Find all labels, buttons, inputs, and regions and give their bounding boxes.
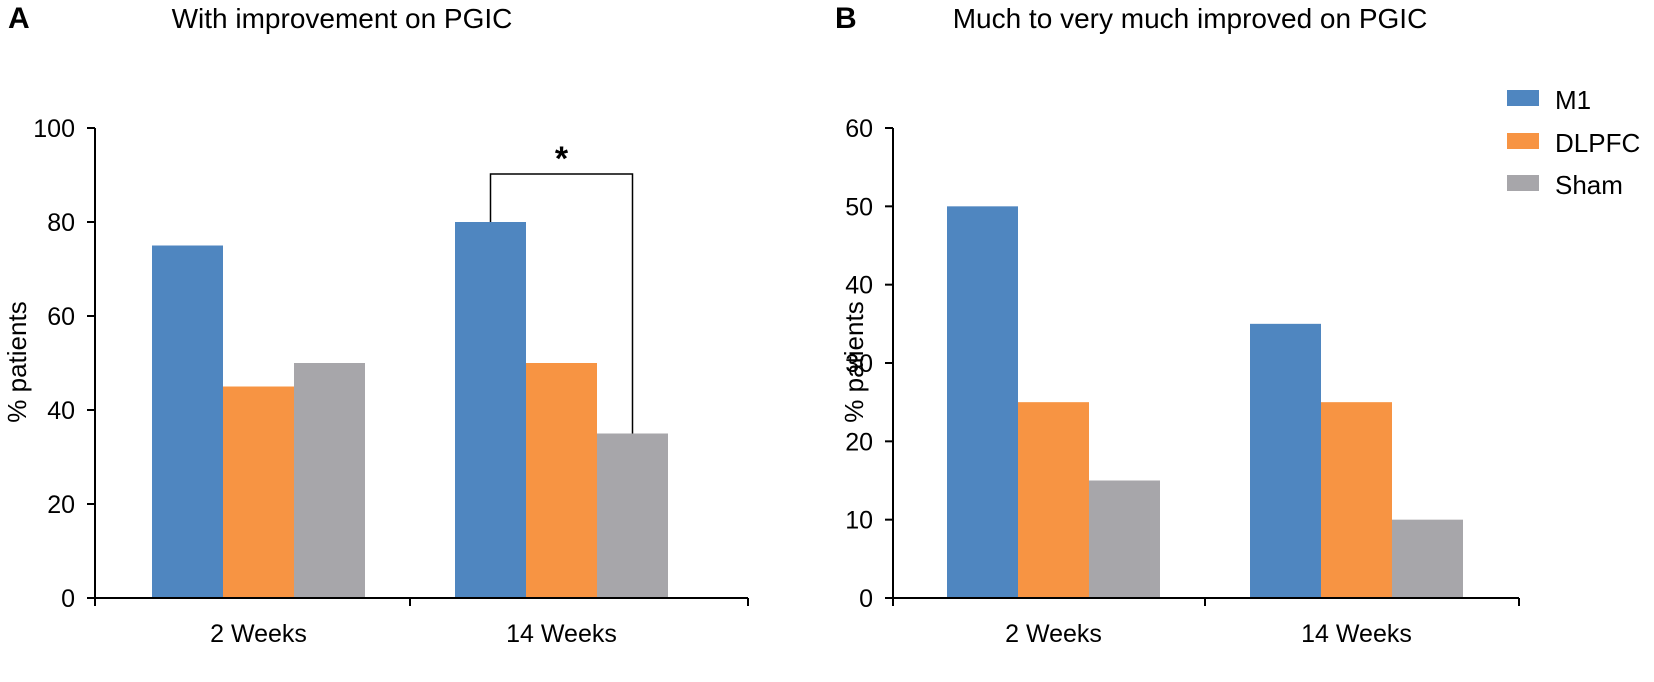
panel-a-x-tick-label-14-weeks: 14 Weeks: [506, 620, 617, 648]
panel-a-y-tick-label: 100: [33, 115, 75, 143]
panel-a-bar-dlpfc-2-weeks: [223, 386, 294, 598]
panel-a-title: With improvement on PGIC: [172, 3, 513, 34]
panel-a-bar-sham-14-weeks: [597, 433, 668, 598]
panel-a-y-tick-label: 40: [47, 397, 75, 425]
panel-b-bar-m1-2-weeks: [947, 206, 1018, 599]
legend-label-m1: M1: [1555, 85, 1591, 115]
panel-a-y-tick-label: 0: [61, 585, 75, 613]
panel-b-x-tick-label-14-weeks: 14 Weeks: [1301, 620, 1412, 648]
panel-a-bar-sham-2-weeks: [294, 363, 365, 598]
panel-b-y-tick-label: 40: [845, 272, 873, 300]
panel-a-plot-area: 0 20 40 60 80 100 2 Weeks 14 Weeks *: [33, 115, 749, 648]
panel-b-y-tick-label: 60: [845, 115, 873, 143]
panel-b-x-tick-label-2-weeks: 2 Weeks: [1005, 620, 1102, 648]
legend-swatch-dlpfc: [1507, 133, 1539, 149]
legend-label-sham: Sham: [1555, 170, 1623, 200]
panel-b-y-tick-label: 0: [859, 585, 873, 613]
panel-a-y-tick-label: 20: [47, 491, 75, 519]
panel-b: B Much to very much improved on PGIC % p…: [835, 2, 1520, 648]
legend-swatch-m1: [1507, 90, 1539, 106]
legend-label-dlpfc: DLPFC: [1555, 128, 1640, 158]
panel-b-bar-dlpfc-14-weeks: [1321, 402, 1392, 598]
panel-a-y-tick-label: 60: [47, 303, 75, 331]
legend-swatch-sham: [1507, 175, 1539, 191]
panel-b-bar-sham-14-weeks: [1392, 519, 1463, 598]
legend: M1 DLPFC Sham: [1507, 85, 1640, 200]
panel-b-y-tick-label: 10: [845, 507, 873, 535]
panel-a-bar-m1-2-weeks: [152, 245, 223, 598]
panel-a-significance-star: *: [555, 140, 569, 178]
panel-b-bar-sham-2-weeks: [1089, 480, 1160, 598]
panel-b-y-tick-label: 20: [845, 428, 873, 456]
panel-b-title: Much to very much improved on PGIC: [953, 3, 1428, 34]
panel-a-y-tick-label: 80: [47, 209, 75, 237]
panel-a-significance-bracket: [489, 173, 634, 434]
panel-b-plot-area: 0 10 20 30 40 50 60 2 Weeks 14 Weeks: [845, 115, 1520, 648]
panel-b-ylabel: % patients: [839, 301, 869, 422]
panel-b-letter: B: [835, 2, 857, 35]
panel-b-bar-m1-14-weeks: [1250, 323, 1321, 598]
panel-a-bar-dlpfc-14-weeks: [526, 363, 597, 598]
panel-b-y-tick-label: 30: [845, 350, 873, 378]
panel-a: A With improvement on PGIC % patients 0 2…: [2, 2, 749, 648]
panel-a-letter: A: [8, 2, 30, 35]
panel-a-x-tick-label-2-weeks: 2 Weeks: [210, 620, 307, 648]
panel-a-ylabel: % patients: [2, 301, 32, 422]
panel-b-y-tick-label: 50: [845, 193, 873, 221]
panel-a-bar-m1-14-weeks: [455, 222, 526, 598]
panel-b-bar-dlpfc-2-weeks: [1018, 402, 1089, 598]
